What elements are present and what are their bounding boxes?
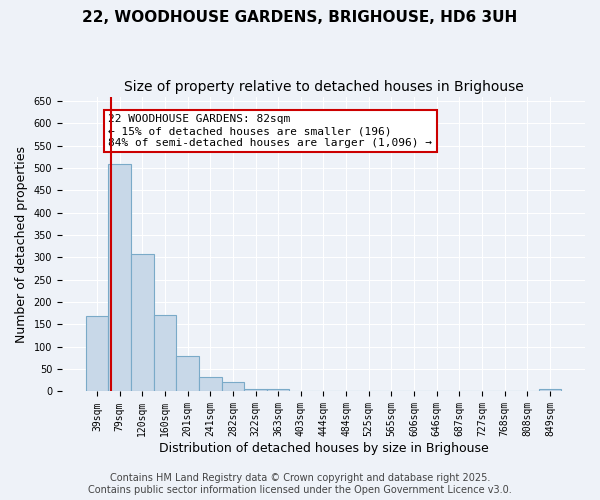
Bar xyxy=(109,164,131,392)
Title: Size of property relative to detached houses in Brighouse: Size of property relative to detached ho… xyxy=(124,80,523,94)
Bar xyxy=(154,314,176,392)
Bar xyxy=(199,376,221,392)
Text: 22, WOODHOUSE GARDENS, BRIGHOUSE, HD6 3UH: 22, WOODHOUSE GARDENS, BRIGHOUSE, HD6 3U… xyxy=(82,10,518,25)
Text: Contains HM Land Registry data © Crown copyright and database right 2025.
Contai: Contains HM Land Registry data © Crown c… xyxy=(88,474,512,495)
Bar xyxy=(86,316,109,392)
Bar xyxy=(244,389,267,392)
Bar xyxy=(221,382,244,392)
Bar xyxy=(539,389,561,392)
Bar xyxy=(131,254,154,392)
Bar xyxy=(267,389,289,392)
Text: 22 WOODHOUSE GARDENS: 82sqm
← 15% of detached houses are smaller (196)
84% of se: 22 WOODHOUSE GARDENS: 82sqm ← 15% of det… xyxy=(109,114,433,148)
X-axis label: Distribution of detached houses by size in Brighouse: Distribution of detached houses by size … xyxy=(158,442,488,455)
Bar xyxy=(176,356,199,392)
Y-axis label: Number of detached properties: Number of detached properties xyxy=(15,146,28,342)
